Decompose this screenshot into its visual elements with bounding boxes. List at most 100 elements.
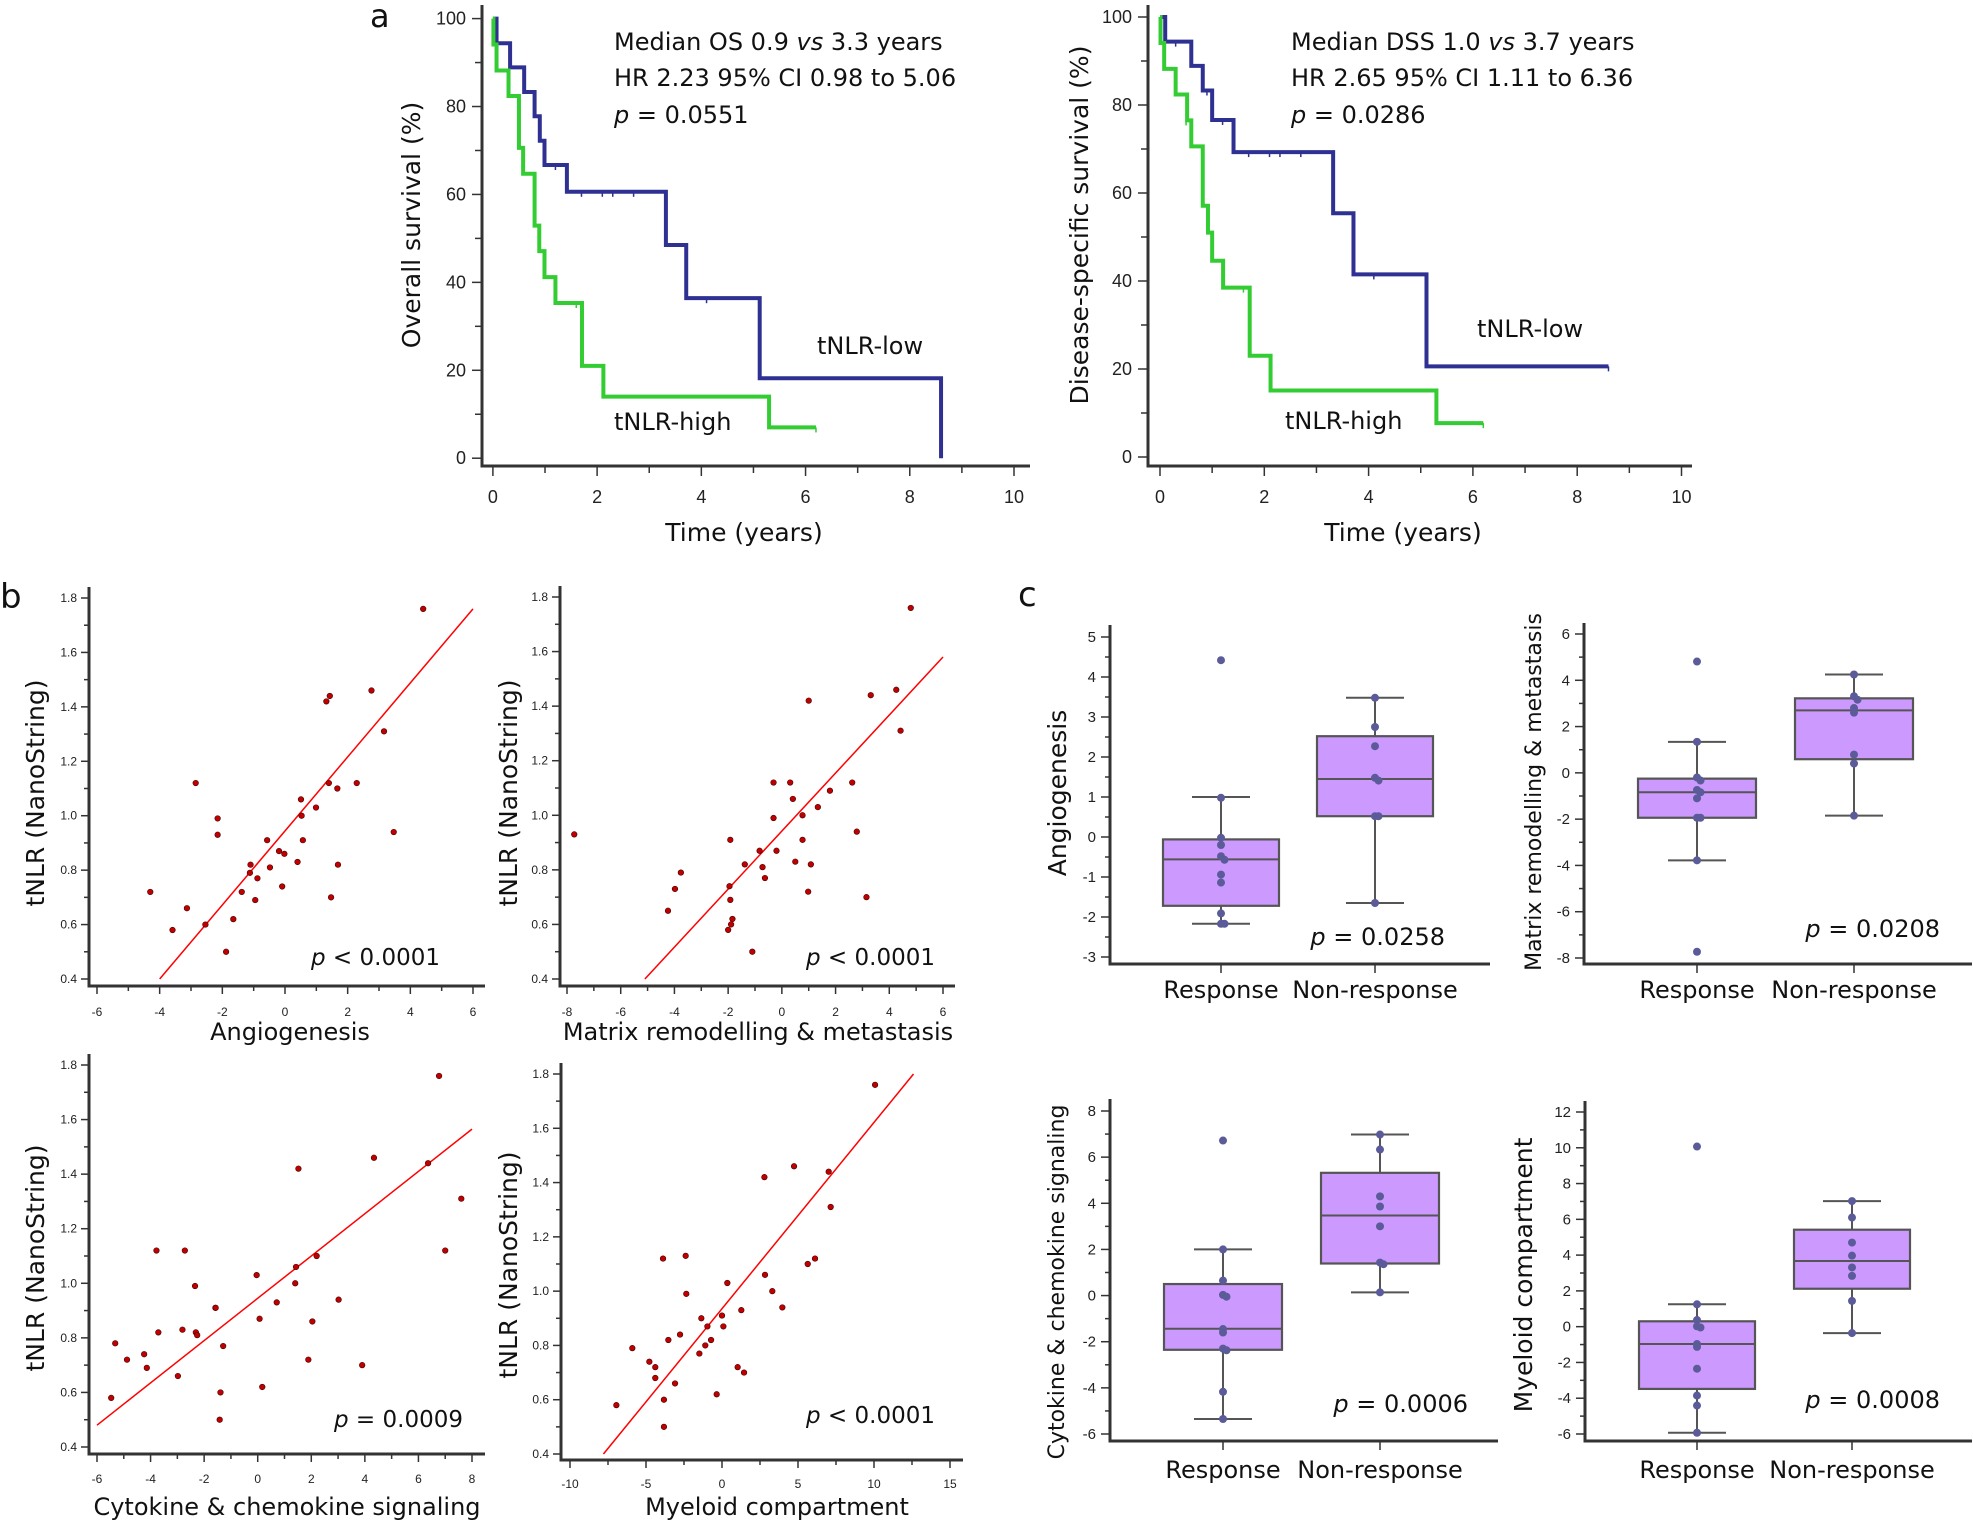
data-point bbox=[799, 836, 806, 843]
y-tick-label: 1.0 bbox=[60, 1276, 77, 1290]
data-point bbox=[1217, 878, 1225, 887]
data-point bbox=[1693, 1300, 1701, 1309]
box-iqr bbox=[1319, 1171, 1441, 1265]
data-point bbox=[683, 1290, 690, 1297]
survival-curve-tNLR-low bbox=[492, 16, 944, 459]
data-point bbox=[761, 1271, 769, 1278]
y-tick-label: 1.2 bbox=[60, 1222, 77, 1236]
data-point bbox=[259, 1383, 266, 1391]
x-tick-label: 4 bbox=[696, 487, 706, 507]
y-tick-label: 20 bbox=[446, 360, 466, 380]
y-tick-label: 0.6 bbox=[532, 1393, 549, 1407]
data-point bbox=[726, 883, 733, 890]
y-tick-label: 1.0 bbox=[531, 808, 548, 822]
data-point bbox=[1220, 919, 1229, 928]
y-tick-label: 1.8 bbox=[532, 1067, 549, 1081]
y-tick-label: 0.4 bbox=[60, 972, 77, 986]
series-label-tNLR-low: tNLR-low bbox=[817, 332, 923, 360]
annotation-line-part: HR 2.23 95% CI 0.98 to 5.06 bbox=[614, 64, 956, 92]
data-point bbox=[281, 850, 288, 857]
data-point bbox=[1848, 1296, 1856, 1305]
y-axis-label: Matrix remodelling & metastasis bbox=[1522, 613, 1547, 971]
data-point bbox=[805, 888, 812, 895]
p-value-label-part: = 0.0006 bbox=[1349, 1390, 1468, 1418]
data-point bbox=[807, 861, 814, 868]
annotation-line-part: Median OS 0.9 bbox=[614, 28, 796, 56]
x-tick-label: -8 bbox=[562, 1005, 573, 1019]
data-point bbox=[1696, 776, 1705, 785]
data-point bbox=[169, 926, 176, 934]
x-tick-label: 6 bbox=[415, 1472, 422, 1486]
p-value-label: p = 0.0006 bbox=[1332, 1390, 1468, 1418]
data-point bbox=[253, 1271, 260, 1279]
y-tick-label: 0.6 bbox=[60, 918, 77, 932]
chart-box-6: -3 -2 -1 0 1 2 3 4 5 Response Non-response Angiogen… bbox=[1043, 625, 1490, 1004]
y-tick-label: 0 bbox=[456, 448, 466, 468]
chart-scatter-3: -8 -6 -4 -2 0 2 4 6 0.4 0.6 0.8 1.0 1.2 1.4 1.6 1.8 Matr… bbox=[494, 586, 955, 1046]
x-tick-label: 0 bbox=[779, 1005, 786, 1019]
y-axis-label: Disease-specific survival (%) bbox=[1065, 46, 1094, 405]
annotation-line: Median OS 0.9 vs 3.3 years bbox=[614, 28, 943, 56]
y-tick-label: -6 bbox=[1083, 1426, 1096, 1443]
category-label: Response bbox=[1163, 976, 1278, 1004]
data-point bbox=[698, 1315, 705, 1322]
x-tick-label: -2 bbox=[199, 1472, 210, 1486]
data-point bbox=[770, 779, 777, 786]
panel-label-c: c bbox=[1018, 575, 1037, 615]
data-point bbox=[155, 1329, 162, 1336]
data-point bbox=[1217, 870, 1225, 879]
annotation-line-part: = 0.0551 bbox=[629, 101, 748, 129]
data-point bbox=[230, 916, 237, 923]
data-point bbox=[246, 869, 254, 876]
data-point bbox=[143, 1364, 150, 1371]
data-point bbox=[734, 1364, 741, 1371]
x-tick-label: 10 bbox=[1671, 487, 1691, 507]
data-point bbox=[1217, 656, 1225, 665]
y-tick-label: 0 bbox=[1088, 1288, 1096, 1305]
annotation-line: p = 0.0286 bbox=[1290, 101, 1426, 129]
data-point bbox=[677, 869, 684, 876]
data-point bbox=[727, 836, 734, 843]
x-tick-label: -5 bbox=[641, 1477, 652, 1491]
y-tick-label: 60 bbox=[446, 184, 466, 204]
x-tick-label: 6 bbox=[940, 1005, 947, 1019]
data-point bbox=[1848, 1197, 1856, 1206]
data-point bbox=[1217, 833, 1225, 842]
y-tick-label: 0.4 bbox=[532, 1447, 549, 1461]
data-point bbox=[660, 1423, 668, 1430]
axes bbox=[1108, 1099, 1498, 1443]
p-value-label: p < 0.0001 bbox=[805, 945, 935, 971]
p-value-label-part: < 0.0001 bbox=[821, 945, 935, 971]
data-point bbox=[897, 727, 904, 734]
data-point bbox=[1217, 909, 1225, 918]
y-tick-label: 1.4 bbox=[531, 699, 548, 713]
data-point bbox=[720, 1323, 727, 1330]
data-point bbox=[1693, 794, 1701, 803]
y-tick-label: 2 bbox=[1563, 1283, 1571, 1300]
data-point bbox=[153, 1247, 160, 1254]
data-point bbox=[325, 779, 332, 787]
data-point bbox=[1376, 1130, 1384, 1139]
y-tick-label: 0 bbox=[1122, 447, 1132, 467]
panel-label-a: a bbox=[370, 0, 390, 35]
p-value-label: p = 0.0008 bbox=[1804, 1386, 1940, 1414]
y-tick-label: -2 bbox=[1558, 1354, 1571, 1371]
data-point bbox=[1219, 1136, 1227, 1145]
data-point bbox=[1693, 947, 1701, 956]
data-point bbox=[217, 1389, 224, 1396]
y-tick-label: 0 bbox=[1088, 829, 1096, 846]
axes bbox=[87, 1054, 485, 1456]
data-point bbox=[707, 1336, 715, 1344]
x-tick-label: -4 bbox=[145, 1472, 156, 1486]
data-point bbox=[664, 907, 672, 914]
data-point bbox=[309, 1318, 316, 1325]
x-tick-label: 0 bbox=[719, 1477, 726, 1491]
chart-box-8: -6 -4 -2 0 2 4 6 8 Response Non-response Cytokine … bbox=[1045, 1099, 1498, 1484]
data-point bbox=[1850, 670, 1858, 679]
data-point bbox=[334, 785, 341, 792]
data-point bbox=[756, 847, 763, 854]
x-tick-label: 2 bbox=[1259, 487, 1269, 507]
data-point bbox=[442, 1247, 449, 1254]
y-tick-label: 40 bbox=[446, 272, 466, 292]
